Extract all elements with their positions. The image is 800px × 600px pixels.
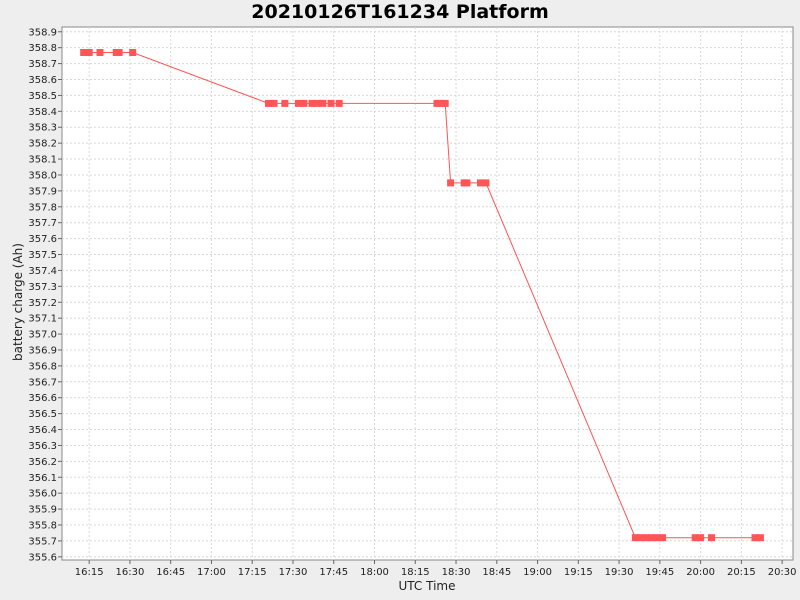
x-tick-label: 18:00 xyxy=(360,567,389,578)
data-point xyxy=(659,534,667,542)
y-tick-label: 356.6 xyxy=(28,393,57,404)
y-tick-label: 357.2 xyxy=(28,298,57,309)
y-tick-label: 355.9 xyxy=(28,505,57,516)
x-axis: 16:15 16:30 16:45 17:00 17:15 17:30 17:45 18:00… xyxy=(75,560,797,578)
y-tick-label: 356.4 xyxy=(28,425,57,436)
data-point xyxy=(631,534,639,542)
y-tick-label: 355.6 xyxy=(28,552,57,563)
y-tick-label: 357.7 xyxy=(28,218,57,229)
data-point xyxy=(115,49,123,56)
data-point xyxy=(129,49,137,56)
x-axis-label: UTC Time xyxy=(399,579,456,593)
x-tick-label: 20:00 xyxy=(686,567,715,578)
data-point xyxy=(477,179,484,187)
x-tick-label: 19:15 xyxy=(564,567,593,578)
data-point xyxy=(708,534,715,542)
data-point xyxy=(80,49,88,56)
y-tick-label: 358.6 xyxy=(28,75,57,86)
y-tick-label: 357.3 xyxy=(28,282,57,293)
data-point xyxy=(300,99,308,107)
data-point xyxy=(756,534,764,542)
data-point xyxy=(648,534,656,542)
chart-title: 20210126T161234 Platform xyxy=(251,1,549,23)
y-tick-label: 357.1 xyxy=(28,314,57,325)
y-axis-label: battery charge (Ah) xyxy=(11,243,25,361)
y-tick-label: 358.1 xyxy=(28,155,57,166)
data-point xyxy=(327,99,335,107)
data-point xyxy=(281,99,289,107)
y-tick-label: 357.8 xyxy=(28,202,57,213)
data-point xyxy=(85,49,93,56)
y-tick-label: 358.2 xyxy=(28,139,57,150)
data-point xyxy=(447,179,455,187)
x-tick-label: 16:45 xyxy=(156,567,185,578)
x-tick-label: 17:30 xyxy=(279,567,308,578)
data-point xyxy=(265,99,272,107)
y-tick-label: 357.0 xyxy=(28,330,57,341)
data-point xyxy=(697,534,705,542)
y-tick-label: 357.5 xyxy=(28,250,57,261)
data-point xyxy=(482,179,490,187)
plot-area xyxy=(61,26,794,561)
x-tick-label: 18:15 xyxy=(401,567,430,578)
y-tick-label: 356.3 xyxy=(28,441,57,452)
x-tick-label: 19:00 xyxy=(523,567,552,578)
y-tick-label: 358.5 xyxy=(28,91,57,102)
y-tick-label: 357.4 xyxy=(28,266,57,277)
data-point xyxy=(751,534,759,542)
data-point xyxy=(691,534,699,542)
x-tick-label: 18:30 xyxy=(442,567,471,578)
data-point xyxy=(294,99,302,107)
y-tick-label: 358.0 xyxy=(28,170,57,181)
data-point xyxy=(96,49,104,56)
y-tick-label: 356.0 xyxy=(28,489,57,500)
y-tick-label: 357.6 xyxy=(28,234,57,245)
y-tick-label: 357.9 xyxy=(28,186,57,197)
data-point xyxy=(319,99,327,107)
x-tick-label: 18:45 xyxy=(482,567,511,578)
y-tick-label: 355.8 xyxy=(28,520,57,531)
y-tick-label: 356.5 xyxy=(28,409,57,420)
data-point xyxy=(436,99,444,107)
y-tick-label: 358.8 xyxy=(28,43,57,54)
x-tick-label: 16:30 xyxy=(116,567,145,578)
y-tick-label: 356.2 xyxy=(28,457,57,468)
data-point xyxy=(335,99,343,107)
y-tick-label: 355.7 xyxy=(28,536,57,547)
y-tick-label: 358.4 xyxy=(28,107,57,118)
grid-lines xyxy=(62,27,793,560)
data-point xyxy=(653,534,661,542)
x-tick-label: 20:30 xyxy=(768,567,797,578)
data-point xyxy=(637,534,645,542)
y-tick-label: 358.7 xyxy=(28,59,57,70)
y-tick-label: 356.7 xyxy=(28,377,57,388)
y-tick-label: 356.9 xyxy=(28,345,57,356)
y-axis: 355.6 355.7 355.8 355.9 356.0 356.1 356.2 356.3… xyxy=(28,27,62,563)
x-tick-label: 17:00 xyxy=(197,567,226,578)
data-point xyxy=(441,99,449,107)
data-point xyxy=(308,99,316,107)
y-tick-label: 356.8 xyxy=(28,361,57,372)
x-tick-label: 17:45 xyxy=(319,567,348,578)
x-tick-label: 19:30 xyxy=(605,567,634,578)
y-tick-label: 356.1 xyxy=(28,473,57,484)
y-tick-label: 358.9 xyxy=(28,27,57,38)
x-tick-label: 16:15 xyxy=(75,567,104,578)
data-point xyxy=(313,99,321,107)
x-tick-label: 20:15 xyxy=(727,567,756,578)
x-tick-label: 17:15 xyxy=(238,567,267,578)
data-point xyxy=(463,179,471,187)
x-tick-label: 19:45 xyxy=(645,567,674,578)
y-tick-label: 358.3 xyxy=(28,123,57,134)
data-point xyxy=(642,534,650,542)
series-group xyxy=(80,49,764,542)
data-point xyxy=(270,99,278,107)
